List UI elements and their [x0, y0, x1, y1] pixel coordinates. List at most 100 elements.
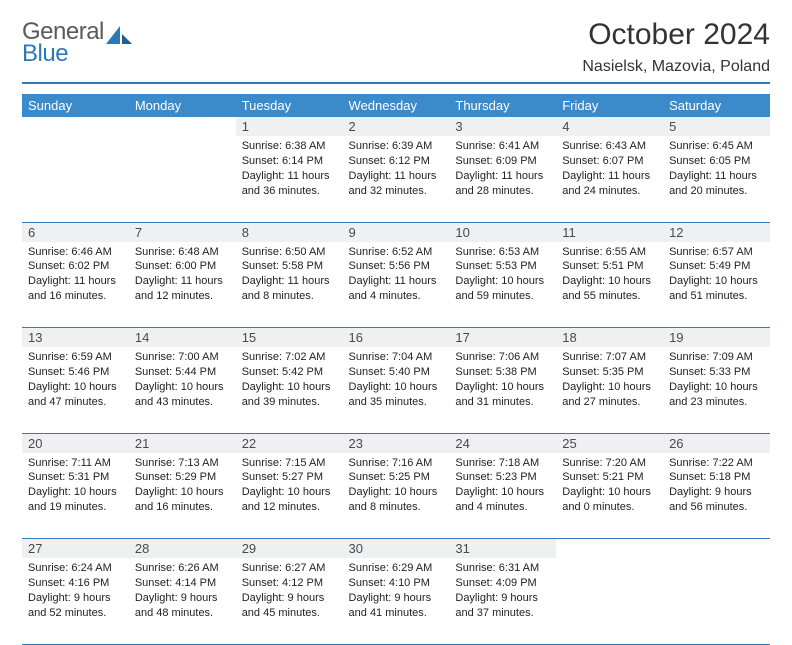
sunrise-text: Sunrise: 6:46 AM — [28, 245, 123, 260]
daylight-text-2: and 12 minutes. — [135, 289, 230, 304]
day-number-cell: 9 — [343, 222, 450, 242]
daylight-text-1: Daylight: 9 hours — [349, 591, 444, 606]
weekday-header: Saturday — [663, 94, 770, 117]
sunrise-text: Sunrise: 7:18 AM — [455, 456, 550, 471]
daylight-text-2: and 4 minutes. — [349, 289, 444, 304]
weekday-header: Friday — [556, 94, 663, 117]
day-number-cell — [556, 539, 663, 559]
day-number-cell: 8 — [236, 222, 343, 242]
sunset-text: Sunset: 5:44 PM — [135, 365, 230, 380]
weekday-header: Sunday — [22, 94, 129, 117]
day-number-cell: 16 — [343, 328, 450, 348]
sunrise-text: Sunrise: 6:48 AM — [135, 245, 230, 260]
sunrise-text: Sunrise: 7:11 AM — [28, 456, 123, 471]
sunrise-text: Sunrise: 6:52 AM — [349, 245, 444, 260]
daylight-text-2: and 52 minutes. — [28, 606, 123, 621]
daylight-text-1: Daylight: 11 hours — [135, 274, 230, 289]
day-number-cell: 25 — [556, 433, 663, 453]
daylight-text-2: and 55 minutes. — [562, 289, 657, 304]
title-block: October 2024 Nasielsk, Mazovia, Poland — [582, 18, 770, 76]
day-number-cell: 19 — [663, 328, 770, 348]
weekday-header: Tuesday — [236, 94, 343, 117]
daylight-text-2: and 47 minutes. — [28, 395, 123, 410]
sunset-text: Sunset: 5:23 PM — [455, 470, 550, 485]
day-number-cell — [22, 117, 129, 136]
sunset-text: Sunset: 4:09 PM — [455, 576, 550, 591]
day-number-cell — [663, 539, 770, 559]
daylight-text-1: Daylight: 10 hours — [28, 380, 123, 395]
daylight-text-1: Daylight: 10 hours — [242, 485, 337, 500]
daylight-text-2: and 45 minutes. — [242, 606, 337, 621]
day-cell: Sunrise: 6:43 AMSunset: 6:07 PMDaylight:… — [556, 136, 663, 222]
sunrise-text: Sunrise: 6:41 AM — [455, 139, 550, 154]
sunset-text: Sunset: 5:33 PM — [669, 365, 764, 380]
daylight-text-2: and 31 minutes. — [455, 395, 550, 410]
daylight-text-1: Daylight: 9 hours — [135, 591, 230, 606]
sunrise-text: Sunrise: 7:04 AM — [349, 350, 444, 365]
day-cell: Sunrise: 7:04 AMSunset: 5:40 PMDaylight:… — [343, 347, 450, 433]
sunset-text: Sunset: 5:40 PM — [349, 365, 444, 380]
daylight-text-2: and 43 minutes. — [135, 395, 230, 410]
daylight-text-2: and 8 minutes. — [242, 289, 337, 304]
sunrise-text: Sunrise: 6:45 AM — [669, 139, 764, 154]
daylight-text-2: and 41 minutes. — [349, 606, 444, 621]
sunset-text: Sunset: 6:00 PM — [135, 259, 230, 274]
day-cell — [129, 136, 236, 222]
day-cell: Sunrise: 6:29 AMSunset: 4:10 PMDaylight:… — [343, 558, 450, 644]
day-number-cell: 17 — [449, 328, 556, 348]
weekday-header: Thursday — [449, 94, 556, 117]
sunset-text: Sunset: 6:02 PM — [28, 259, 123, 274]
day-number-cell: 29 — [236, 539, 343, 559]
day-cell: Sunrise: 6:48 AMSunset: 6:00 PMDaylight:… — [129, 242, 236, 328]
daylight-text-1: Daylight: 11 hours — [349, 169, 444, 184]
daylight-text-1: Daylight: 10 hours — [669, 380, 764, 395]
daylight-text-1: Daylight: 11 hours — [242, 169, 337, 184]
daylight-text-2: and 8 minutes. — [349, 500, 444, 515]
day-cell: Sunrise: 7:22 AMSunset: 5:18 PMDaylight:… — [663, 453, 770, 539]
daylight-text-1: Daylight: 10 hours — [242, 380, 337, 395]
day-number-cell: 15 — [236, 328, 343, 348]
sunrise-text: Sunrise: 6:43 AM — [562, 139, 657, 154]
sunrise-text: Sunrise: 6:50 AM — [242, 245, 337, 260]
sunset-text: Sunset: 6:05 PM — [669, 154, 764, 169]
sunrise-text: Sunrise: 6:26 AM — [135, 561, 230, 576]
day-number-cell: 27 — [22, 539, 129, 559]
weekday-header: Wednesday — [343, 94, 450, 117]
day-cell: Sunrise: 6:41 AMSunset: 6:09 PMDaylight:… — [449, 136, 556, 222]
day-cell: Sunrise: 7:11 AMSunset: 5:31 PMDaylight:… — [22, 453, 129, 539]
title-month: October 2024 — [582, 18, 770, 52]
day-cell: Sunrise: 6:39 AMSunset: 6:12 PMDaylight:… — [343, 136, 450, 222]
daylight-text-2: and 23 minutes. — [669, 395, 764, 410]
sunrise-text: Sunrise: 7:02 AM — [242, 350, 337, 365]
day-cell: Sunrise: 6:50 AMSunset: 5:58 PMDaylight:… — [236, 242, 343, 328]
daylight-text-2: and 51 minutes. — [669, 289, 764, 304]
daylight-text-1: Daylight: 10 hours — [669, 274, 764, 289]
sunset-text: Sunset: 5:29 PM — [135, 470, 230, 485]
day-cell: Sunrise: 6:57 AMSunset: 5:49 PMDaylight:… — [663, 242, 770, 328]
daylight-text-2: and 27 minutes. — [562, 395, 657, 410]
daylight-text-2: and 35 minutes. — [349, 395, 444, 410]
daylight-text-1: Daylight: 10 hours — [349, 380, 444, 395]
daylight-text-1: Daylight: 10 hours — [562, 274, 657, 289]
logo-text: General Blue — [22, 18, 104, 68]
sunset-text: Sunset: 5:38 PM — [455, 365, 550, 380]
logo: General Blue — [22, 18, 132, 68]
day-cell: Sunrise: 7:15 AMSunset: 5:27 PMDaylight:… — [236, 453, 343, 539]
daylight-text-2: and 0 minutes. — [562, 500, 657, 515]
daylight-text-2: and 48 minutes. — [135, 606, 230, 621]
day-number-cell: 4 — [556, 117, 663, 136]
day-number-cell: 20 — [22, 433, 129, 453]
day-number-cell: 2 — [343, 117, 450, 136]
daylight-text-1: Daylight: 9 hours — [455, 591, 550, 606]
day-number-cell: 12 — [663, 222, 770, 242]
day-number-cell: 22 — [236, 433, 343, 453]
day-number-cell: 3 — [449, 117, 556, 136]
day-number-cell: 23 — [343, 433, 450, 453]
sunrise-text: Sunrise: 7:09 AM — [669, 350, 764, 365]
sunrise-text: Sunrise: 7:07 AM — [562, 350, 657, 365]
day-cell: Sunrise: 6:45 AMSunset: 6:05 PMDaylight:… — [663, 136, 770, 222]
calendar-table: SundayMondayTuesdayWednesdayThursdayFrid… — [22, 94, 770, 645]
sunset-text: Sunset: 5:31 PM — [28, 470, 123, 485]
daylight-text-1: Daylight: 10 hours — [135, 380, 230, 395]
sunset-text: Sunset: 4:14 PM — [135, 576, 230, 591]
